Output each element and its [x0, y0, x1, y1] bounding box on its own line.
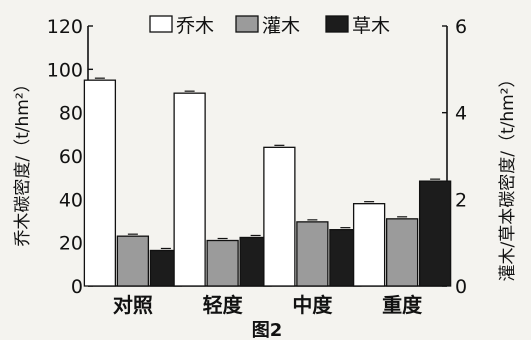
left-tick-label: 20 — [59, 233, 83, 255]
legend-label-乔木: 乔木 — [176, 15, 214, 37]
bar-重度-乔木 — [352, 203, 386, 287]
legend: 乔木 灌木 草木 — [149, 15, 390, 37]
left-tick-label: 60 — [59, 146, 83, 168]
bar-中度-乔木 — [263, 146, 296, 287]
bar-轻度-乔木 — [173, 92, 206, 287]
right-tick-label: 2 — [455, 189, 467, 211]
legend-swatch-灌木 — [235, 15, 259, 33]
figure-caption: 图2 — [252, 320, 283, 340]
left-tick-label: 80 — [59, 103, 83, 125]
bar-重度-灌木 — [385, 218, 419, 287]
bar-轻度-灌木 — [206, 239, 239, 287]
category-label: 中度 — [292, 293, 333, 317]
bar-中度-灌木 — [296, 221, 329, 287]
legend-swatch-乔木 — [149, 15, 173, 33]
left-axis-title: 乔木碳密度/（t/hm²） — [13, 75, 33, 246]
left-tick-label: 0 — [71, 276, 83, 298]
category-label: 重度 — [382, 293, 423, 317]
bar-对照-灌木 — [116, 235, 150, 287]
bars — [83, 77, 452, 287]
legend-label-草木: 草木 — [352, 15, 390, 37]
bar-对照-乔木 — [83, 79, 117, 287]
right-tick-label: 0 — [455, 276, 467, 298]
category-label: 对照 — [113, 293, 153, 317]
bar-重度-草木 — [418, 180, 452, 287]
legend-label-灌木: 灌木 — [262, 15, 300, 37]
axes: 0 20 40 60 80 100 120 0 2 4 6 乔木碳密度/（t/hm²） 灌木/草本碳密度… — [13, 16, 518, 317]
right-tick-label: 4 — [455, 103, 467, 125]
left-tick-label: 120 — [47, 16, 83, 38]
legend-swatch-草木 — [325, 15, 349, 33]
left-tick-label: 40 — [59, 189, 83, 211]
category-label: 轻度 — [203, 293, 244, 317]
left-tick-label: 100 — [47, 59, 83, 81]
right-tick-label: 6 — [455, 16, 467, 38]
right-axis-title: 灌木/草本碳密度/（t/hm²） — [498, 71, 518, 282]
